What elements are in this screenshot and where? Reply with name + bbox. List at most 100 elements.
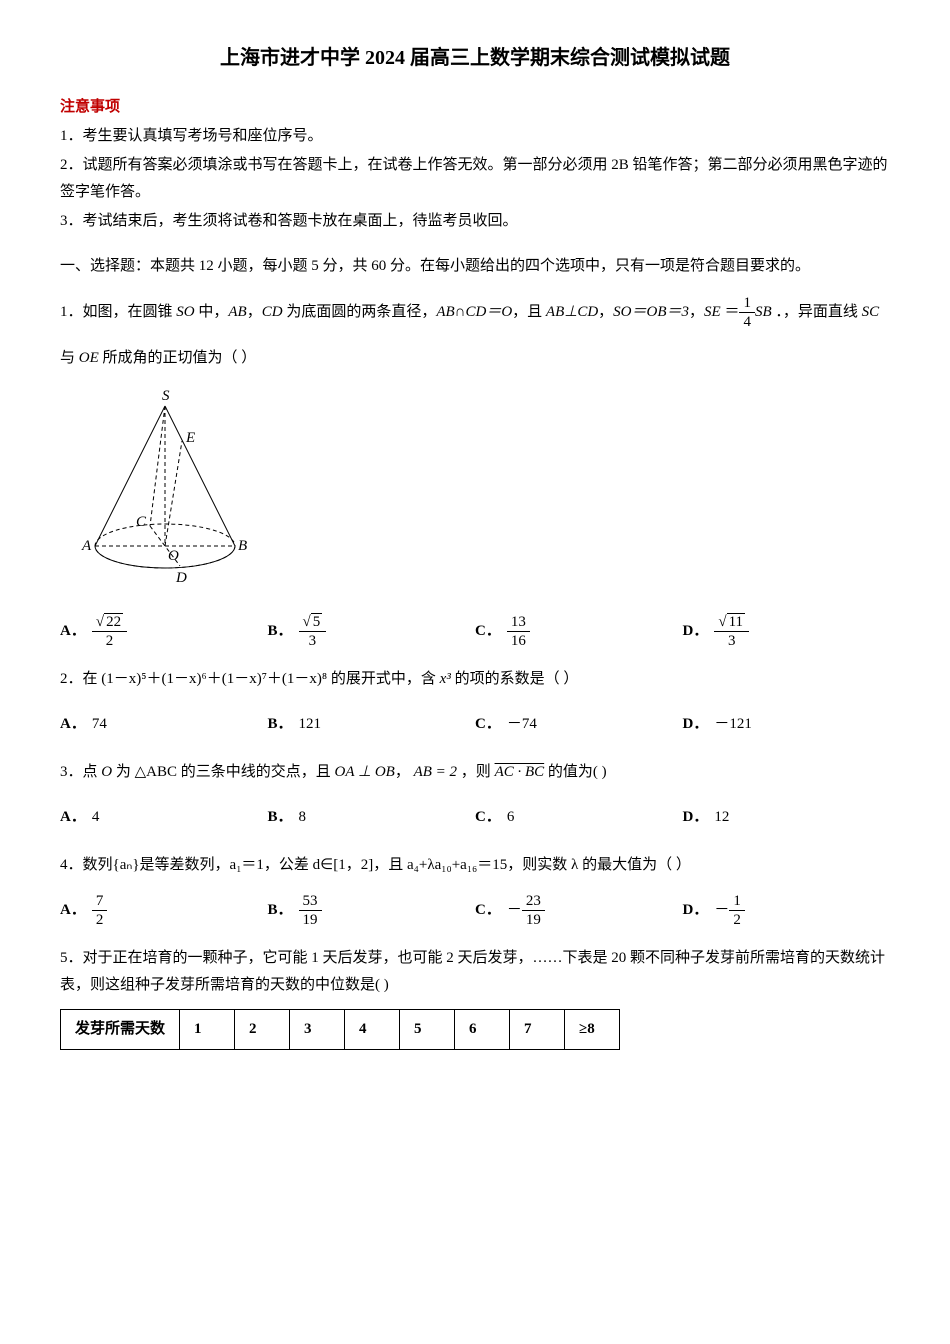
question-4: 4．数列{aₙ}是等差数列，a₁＝1，公差 d∈[1，2]，且 a₄+λa₁₀+…: [60, 852, 890, 879]
q1-b-den: 3: [299, 632, 327, 650]
label-b: B: [238, 538, 247, 554]
q2-opt-d[interactable]: D．－121: [683, 703, 891, 745]
label-d: D: [175, 570, 187, 586]
notice-item-2: 2．试题所有答案必须填涂或书写在答题卡上，在试卷上作答无效。第一部分必须用 2B…: [60, 152, 890, 206]
q2-d: －121: [714, 711, 752, 738]
q1-se: SE: [704, 304, 721, 320]
q2-a: 74: [92, 711, 107, 738]
q1-stem-k: ．，异面直线: [775, 304, 861, 320]
q4-opt-b[interactable]: B． 5319: [268, 889, 476, 931]
q2-stem-b: 的展开式中，含: [327, 671, 440, 687]
q2-b: 121: [299, 711, 322, 738]
q1-stem-a: 1．如图，在圆锥: [60, 304, 176, 320]
q3-opt-b[interactable]: B．8: [268, 796, 476, 838]
q3-opt-c[interactable]: C．6: [475, 796, 683, 838]
notice-item-1: 1．考生要认真填写考场号和座位序号。: [60, 123, 890, 150]
q4-opt-d[interactable]: D． － 12: [683, 889, 891, 931]
label-a: A: [81, 538, 92, 554]
q5-table: 发芽所需天数 1 2 3 4 5 6 7 ≥8: [60, 1009, 620, 1050]
q4-opt-a[interactable]: A． 72: [60, 889, 268, 931]
table-cell: 2: [235, 1010, 290, 1050]
q4-c-frac: 2319: [522, 892, 545, 929]
q4-la: A．: [60, 897, 86, 924]
q1-opt-d[interactable]: D． √11 3: [683, 610, 891, 652]
question-2: 2．在 (1－x)⁵＋(1－x)⁶＋(1－x)⁷＋(1－x)⁸ 的展开式中，含 …: [60, 666, 890, 693]
q1-opt-b[interactable]: B． √5 3: [268, 610, 476, 652]
q3-la: A．: [60, 804, 86, 831]
q3-e: ，则: [457, 764, 495, 780]
label-o: O: [168, 548, 179, 564]
q3-opt-d[interactable]: D．12: [683, 796, 891, 838]
q3-dot: AC · BC: [495, 764, 545, 780]
q1-stem-j: ，: [689, 304, 704, 320]
label-s: S: [162, 388, 170, 404]
q4-lb: B．: [268, 897, 293, 924]
q2-stem-a: 2．在: [60, 671, 101, 687]
q3-opt-a[interactable]: A．4: [60, 796, 268, 838]
q1-so: SO: [176, 304, 194, 320]
table-cell: 6: [455, 1010, 510, 1050]
q2-lc: C．: [475, 711, 501, 738]
q1-b-frac: √5 3: [299, 613, 327, 650]
q1-text: 1．如图，在圆锥 SO 中，AB，CD 为底面圆的两条直径，AB∩CD＝O，且 …: [60, 304, 879, 320]
q2-la: A．: [60, 711, 86, 738]
q1-fraction-eq: ＝14SB: [724, 304, 775, 320]
page-title: 上海市进才中学 2024 届高三上数学期末综合测试模拟试题: [60, 40, 890, 76]
q1-abcd: AB∩CD＝O: [436, 304, 512, 320]
q2-opt-b[interactable]: B．121: [268, 703, 476, 745]
q4-d-num: 1: [729, 892, 745, 911]
notice-heading: 注意事项: [60, 94, 890, 121]
label-e: E: [185, 430, 195, 446]
q1-stem-h: ，: [598, 304, 613, 320]
q1-c-num: 13: [507, 613, 530, 632]
q1-a-den: 2: [92, 632, 127, 650]
q1-a-frac: √22 2: [92, 613, 127, 650]
q3-options: A．4 B．8 C．6 D．12: [60, 796, 890, 838]
q1-l2a: 与: [60, 350, 79, 366]
q4-b-frac: 5319: [299, 892, 322, 929]
q1-d-frac: √11 3: [714, 613, 749, 650]
question-3: 3．点 O 为 △ABC 的三条中线的交点，且 OA ⊥ OB， AB = 2 …: [60, 759, 890, 786]
edge-sa: [95, 406, 165, 546]
q4-a-den: 2: [92, 911, 108, 929]
q3-b: 为: [112, 764, 135, 780]
q2-opt-a[interactable]: A．74: [60, 703, 268, 745]
table-cell: 5: [400, 1010, 455, 1050]
q1-d-num: 11: [727, 613, 745, 630]
question-1-line2: 与 OE 所成角的正切值为（ ）: [60, 345, 890, 372]
q1-d-den: 3: [714, 632, 749, 650]
q1-options: A． √22 2 B． √5 3 C． 13 16 D． √11 3: [60, 610, 890, 652]
q1-l2b: 所成角的正切值为（ ）: [99, 350, 257, 366]
q2-opt-c[interactable]: C．－74: [475, 703, 683, 745]
q1-a-num: 22: [104, 613, 123, 630]
q1-opt-a[interactable]: A． √22 2: [60, 610, 268, 652]
q2-c: －74: [507, 711, 537, 738]
q3-f: 的值为( ): [544, 764, 607, 780]
q3-d: ，: [395, 764, 414, 780]
q4-opt-c[interactable]: C． － 2319: [475, 889, 683, 931]
q1-soob: SO＝OB＝3: [613, 304, 689, 320]
q2-stem-c: 的项的系数是（ ）: [451, 671, 579, 687]
q3-o: O: [101, 764, 112, 780]
q4-c-den: 19: [522, 911, 545, 929]
q4-ld: D．: [683, 897, 709, 924]
cone-diagram: S E C A B O D: [80, 386, 250, 586]
q3-a-val: 4: [92, 804, 100, 831]
base-ellipse-front: [95, 546, 235, 568]
q1-c-frac: 13 16: [507, 613, 530, 650]
q1-cd: CD: [262, 304, 283, 320]
table-cell: 1: [180, 1010, 235, 1050]
q4-a-frac: 72: [92, 892, 108, 929]
q4-d-den: 2: [729, 911, 745, 929]
q3-ab2: AB = 2: [414, 764, 457, 780]
q1-stem-d: 为底面圆的两条直径，: [283, 304, 437, 320]
q1-frac-den: 4: [739, 313, 755, 331]
q2-ld: D．: [683, 711, 709, 738]
label-c: C: [136, 514, 147, 530]
question-1: 1．如图，在圆锥 SO 中，AB，CD 为底面圆的两条直径，AB∩CD＝O，且 …: [60, 294, 890, 331]
segment-oe: [165, 441, 182, 546]
q1-opt-c[interactable]: C． 13 16: [475, 610, 683, 652]
q3-lc: C．: [475, 804, 501, 831]
q2-expr: (1－x)⁵＋(1－x)⁶＋(1－x)⁷＋(1－x)⁸: [101, 671, 327, 687]
q3-perp: OA ⊥ OB: [335, 764, 395, 780]
